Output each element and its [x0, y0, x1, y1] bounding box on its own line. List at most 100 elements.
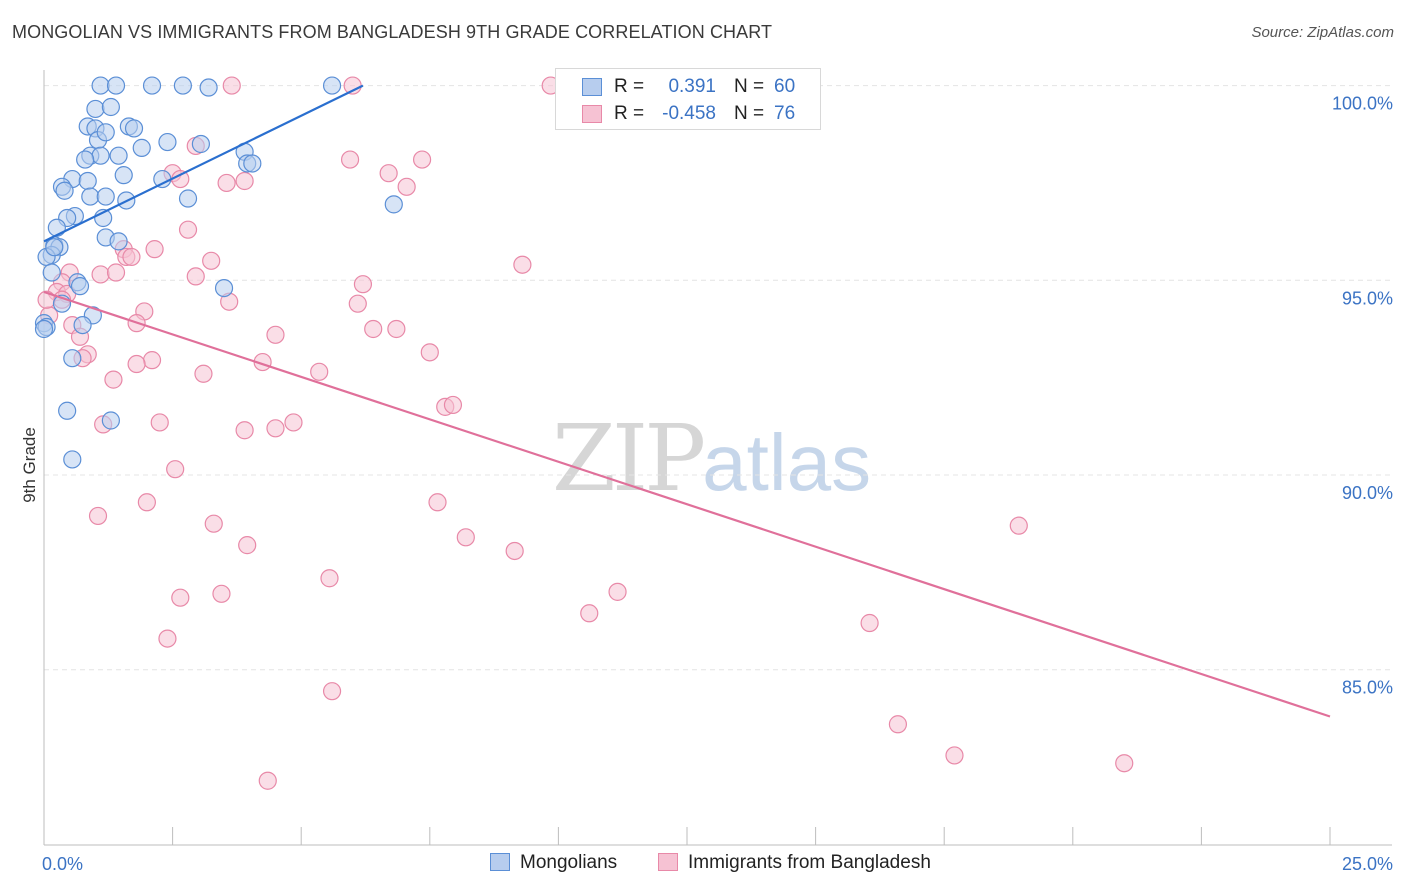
point-bangladesh [456, 528, 475, 547]
point-mongolians [114, 166, 133, 185]
point-bangladesh [217, 173, 236, 193]
point-bangladesh [137, 493, 156, 512]
point-bangladesh [186, 267, 205, 286]
point-bangladesh [348, 294, 367, 313]
point-bangladesh [204, 514, 223, 533]
point-mongolians [124, 119, 144, 138]
trend-line-mongolians [43, 84, 364, 243]
point-mongolians [81, 187, 100, 206]
point-mongolians [78, 171, 97, 191]
legend-item-mongolians: Mongolians [490, 852, 617, 874]
y-tick-label: 85.0% [1342, 678, 1393, 698]
point-mongolians [173, 76, 192, 95]
point-mongolians [142, 76, 162, 95]
point-mongolians [47, 218, 66, 237]
point-bangladesh [379, 164, 398, 183]
legend-n-label: N = [734, 103, 765, 124]
point-mongolians [58, 401, 77, 420]
watermark: ZIPatlas [552, 405, 871, 512]
point-mongolians [132, 138, 151, 157]
point-bangladesh [364, 319, 383, 339]
point-bangladesh [860, 613, 879, 633]
point-mongolians [91, 146, 110, 165]
point-bangladesh [310, 362, 329, 381]
point-mongolians [214, 278, 234, 298]
point-mongolians [106, 76, 126, 95]
y-tick-label: 90.0% [1342, 483, 1393, 503]
point-bangladesh [266, 325, 285, 344]
point-bangladesh [194, 364, 213, 383]
point-mongolians [96, 123, 115, 142]
point-bangladesh [443, 395, 463, 415]
point-mongolians [178, 189, 198, 208]
point-mongolians [109, 146, 128, 165]
point-bangladesh [166, 460, 185, 479]
point-bangladesh [258, 771, 277, 790]
point-bangladesh [945, 746, 964, 765]
point-mongolians [191, 134, 210, 154]
point-mongolians [158, 132, 177, 152]
point-bangladesh [202, 251, 221, 270]
point-bangladesh [222, 76, 241, 95]
legend-n-value: 76 [774, 103, 796, 124]
point-mongolians [109, 232, 128, 251]
point-bangladesh [150, 413, 169, 432]
point-bangladesh [397, 177, 416, 196]
watermark-zip: ZIP [552, 405, 706, 512]
point-bangladesh [284, 413, 303, 432]
point-bangladesh [428, 493, 447, 512]
point-bangladesh [212, 584, 231, 603]
point-bangladesh [387, 319, 406, 339]
y-tick-label: 95.0% [1342, 288, 1393, 308]
point-mongolians [199, 78, 218, 97]
legend-swatch-pink [582, 105, 602, 123]
legend-label-mongolians: Mongolians [520, 852, 618, 873]
legend-r-value: 0.391 [668, 76, 716, 97]
point-bangladesh [513, 255, 532, 274]
legend-row-bangladesh: R = -0.458 N = 76 [556, 101, 820, 127]
legend-label-bangladesh: Immigrants from Bangladesh [688, 852, 931, 873]
point-bangladesh [420, 343, 439, 362]
point-bangladesh [888, 715, 908, 734]
point-mongolians [153, 169, 172, 189]
point-bangladesh [235, 171, 254, 191]
point-mongolians [63, 450, 82, 469]
y-tick-label: 100.0% [1332, 94, 1393, 114]
legend-swatch-pink [658, 853, 678, 871]
legend-row-mongolians: R = 0.391 N = 60 [556, 74, 820, 100]
point-mongolians [322, 76, 342, 95]
point-bangladesh [235, 421, 254, 440]
point-bangladesh [320, 569, 339, 588]
legend-swatch-blue [490, 853, 510, 871]
axes [43, 70, 1392, 846]
series-legend: Mongolians Immigrants from Bangladesh [0, 852, 1406, 878]
legend-r-label: R = [614, 103, 645, 124]
point-mongolians [70, 277, 90, 296]
point-bangladesh [158, 629, 177, 648]
point-mongolians [384, 195, 403, 214]
legend-n-label: N = [734, 76, 765, 97]
point-bangladesh [145, 240, 164, 259]
point-bangladesh [322, 682, 342, 701]
stats-legend: R = 0.391 N = 60 R = -0.458 N = 76 [555, 68, 821, 130]
point-bangladesh [178, 220, 198, 239]
point-mongolians [76, 150, 95, 169]
point-bangladesh [608, 582, 627, 601]
legend-r-value: -0.458 [662, 103, 716, 124]
point-bangladesh [104, 370, 123, 389]
point-bangladesh [122, 247, 141, 267]
trend-lines [43, 84, 1331, 718]
point-bangladesh [171, 169, 190, 189]
point-mongolians [34, 319, 54, 339]
point-mongolians [243, 154, 262, 173]
point-mongolians [55, 181, 74, 200]
series-mongolians-points [34, 76, 403, 469]
point-mongolians [63, 349, 82, 368]
point-bangladesh [1115, 754, 1134, 773]
point-mongolians [45, 238, 64, 257]
tick-labels: 100.0% 95.0% 90.0% 85.0% 0.0% 25.0% [42, 94, 1393, 874]
point-bangladesh [171, 588, 190, 607]
point-bangladesh [142, 351, 162, 370]
point-mongolians [42, 263, 61, 282]
